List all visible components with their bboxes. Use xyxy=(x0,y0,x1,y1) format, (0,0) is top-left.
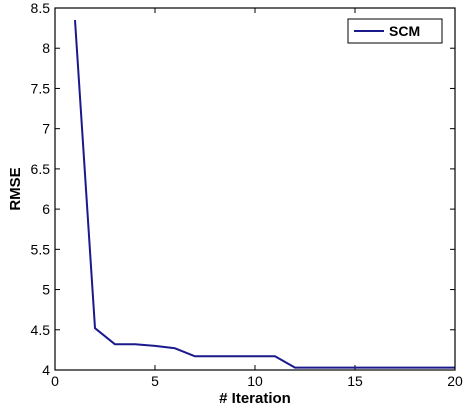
x-axis-title: # Iteration xyxy=(219,390,291,407)
plot-area xyxy=(55,8,455,370)
y-tick-label: 8 xyxy=(42,40,50,56)
x-tick-label: 5 xyxy=(151,373,159,389)
x-tick-label: 20 xyxy=(447,373,463,389)
y-tick-label: 4 xyxy=(42,362,50,378)
y-tick-label: 8.5 xyxy=(31,0,51,16)
y-axis-title: RMSE xyxy=(7,167,24,210)
y-tick-label: 6 xyxy=(42,201,50,217)
legend: SCM xyxy=(347,18,443,44)
y-tick-label: 6.5 xyxy=(31,161,51,177)
y-tick-label: 5.5 xyxy=(31,241,51,257)
y-tick-label: 7.5 xyxy=(31,80,51,96)
plot-frame xyxy=(54,7,456,371)
x-tick-label: 15 xyxy=(347,373,363,389)
x-tick-label: 0 xyxy=(51,373,59,389)
y-tick-label: 5 xyxy=(42,282,50,298)
x-tick-label: 10 xyxy=(247,373,263,389)
legend-label-scm: SCM xyxy=(389,23,420,39)
y-tick-label: 4.5 xyxy=(31,322,51,338)
y-tick-label: 7 xyxy=(42,121,50,137)
series-line-scm xyxy=(74,20,455,369)
series-layer xyxy=(74,20,455,369)
